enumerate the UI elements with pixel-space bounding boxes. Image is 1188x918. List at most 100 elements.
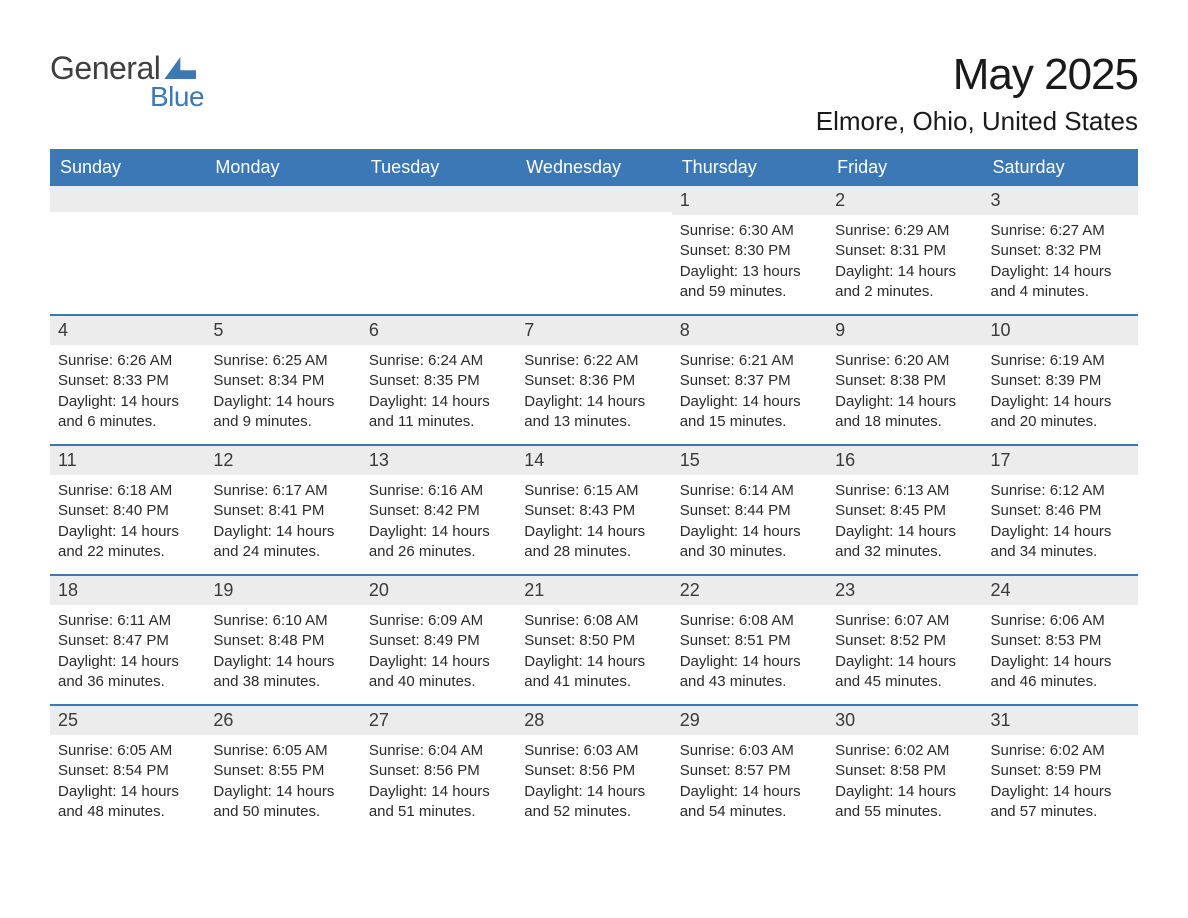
calendar-day: 18Sunrise: 6:11 AMSunset: 8:47 PMDayligh…: [50, 576, 205, 704]
day-details: Sunrise: 6:12 AMSunset: 8:46 PMDaylight:…: [983, 475, 1138, 570]
sunrise-text: Sunrise: 6:08 AM: [680, 611, 819, 631]
calendar-day: 11Sunrise: 6:18 AMSunset: 8:40 PMDayligh…: [50, 446, 205, 574]
daylight-text: Daylight: 13 hours and 59 minutes.: [680, 262, 819, 303]
day-number: 2: [827, 186, 982, 215]
weekday-header: Sunday: [50, 149, 205, 186]
daylight-text: Daylight: 14 hours and 38 minutes.: [213, 652, 352, 693]
day-details: Sunrise: 6:03 AMSunset: 8:56 PMDaylight:…: [516, 735, 671, 830]
day-number: 22: [672, 576, 827, 605]
day-number: [50, 186, 205, 212]
sunrise-text: Sunrise: 6:05 AM: [58, 741, 197, 761]
calendar-day: 27Sunrise: 6:04 AMSunset: 8:56 PMDayligh…: [361, 706, 516, 834]
weekday-header-row: SundayMondayTuesdayWednesdayThursdayFrid…: [50, 149, 1138, 186]
daylight-text: Daylight: 14 hours and 4 minutes.: [991, 262, 1130, 303]
calendar-day: 5Sunrise: 6:25 AMSunset: 8:34 PMDaylight…: [205, 316, 360, 444]
daylight-text: Daylight: 14 hours and 46 minutes.: [991, 652, 1130, 693]
daylight-text: Daylight: 14 hours and 15 minutes.: [680, 392, 819, 433]
day-details: Sunrise: 6:30 AMSunset: 8:30 PMDaylight:…: [672, 215, 827, 310]
sunset-text: Sunset: 8:57 PM: [680, 761, 819, 781]
day-details: Sunrise: 6:19 AMSunset: 8:39 PMDaylight:…: [983, 345, 1138, 440]
day-details: Sunrise: 6:05 AMSunset: 8:55 PMDaylight:…: [205, 735, 360, 830]
sunrise-text: Sunrise: 6:14 AM: [680, 481, 819, 501]
calendar-day: 31Sunrise: 6:02 AMSunset: 8:59 PMDayligh…: [983, 706, 1138, 834]
sunrise-text: Sunrise: 6:29 AM: [835, 221, 974, 241]
calendar-day: 28Sunrise: 6:03 AMSunset: 8:56 PMDayligh…: [516, 706, 671, 834]
daylight-text: Daylight: 14 hours and 24 minutes.: [213, 522, 352, 563]
sunrise-text: Sunrise: 6:04 AM: [369, 741, 508, 761]
daylight-text: Daylight: 14 hours and 55 minutes.: [835, 782, 974, 823]
day-number: [516, 186, 671, 212]
sail-icon: [164, 57, 196, 79]
day-number: 26: [205, 706, 360, 735]
weekday-header: Friday: [827, 149, 982, 186]
daylight-text: Daylight: 14 hours and 34 minutes.: [991, 522, 1130, 563]
daylight-text: Daylight: 14 hours and 52 minutes.: [524, 782, 663, 823]
sunrise-text: Sunrise: 6:18 AM: [58, 481, 197, 501]
day-details: Sunrise: 6:04 AMSunset: 8:56 PMDaylight:…: [361, 735, 516, 830]
day-details: Sunrise: 6:02 AMSunset: 8:59 PMDaylight:…: [983, 735, 1138, 830]
sunrise-text: Sunrise: 6:09 AM: [369, 611, 508, 631]
sunrise-text: Sunrise: 6:03 AM: [680, 741, 819, 761]
sunrise-text: Sunrise: 6:26 AM: [58, 351, 197, 371]
day-details: Sunrise: 6:03 AMSunset: 8:57 PMDaylight:…: [672, 735, 827, 830]
day-details: Sunrise: 6:21 AMSunset: 8:37 PMDaylight:…: [672, 345, 827, 440]
sunset-text: Sunset: 8:38 PM: [835, 371, 974, 391]
calendar-day: 1Sunrise: 6:30 AMSunset: 8:30 PMDaylight…: [672, 186, 827, 314]
sunset-text: Sunset: 8:56 PM: [369, 761, 508, 781]
daylight-text: Daylight: 14 hours and 57 minutes.: [991, 782, 1130, 823]
sunset-text: Sunset: 8:49 PM: [369, 631, 508, 651]
day-number: 10: [983, 316, 1138, 345]
day-number: 14: [516, 446, 671, 475]
daylight-text: Daylight: 14 hours and 43 minutes.: [680, 652, 819, 693]
daylight-text: Daylight: 14 hours and 20 minutes.: [991, 392, 1130, 433]
weekday-header: Saturday: [983, 149, 1138, 186]
calendar-day: 26Sunrise: 6:05 AMSunset: 8:55 PMDayligh…: [205, 706, 360, 834]
day-details: Sunrise: 6:13 AMSunset: 8:45 PMDaylight:…: [827, 475, 982, 570]
day-details: Sunrise: 6:15 AMSunset: 8:43 PMDaylight:…: [516, 475, 671, 570]
sunset-text: Sunset: 8:48 PM: [213, 631, 352, 651]
sunrise-text: Sunrise: 6:15 AM: [524, 481, 663, 501]
calendar-day-empty: [516, 186, 671, 314]
day-details: Sunrise: 6:20 AMSunset: 8:38 PMDaylight:…: [827, 345, 982, 440]
sunrise-text: Sunrise: 6:05 AM: [213, 741, 352, 761]
day-number: [205, 186, 360, 212]
page-header: General Blue May 2025 Elmore, Ohio, Unit…: [50, 50, 1138, 137]
day-number: 31: [983, 706, 1138, 735]
weekday-header: Wednesday: [516, 149, 671, 186]
sunrise-text: Sunrise: 6:03 AM: [524, 741, 663, 761]
daylight-text: Daylight: 14 hours and 22 minutes.: [58, 522, 197, 563]
weekday-header: Tuesday: [361, 149, 516, 186]
calendar-day: 4Sunrise: 6:26 AMSunset: 8:33 PMDaylight…: [50, 316, 205, 444]
calendar-week: 18Sunrise: 6:11 AMSunset: 8:47 PMDayligh…: [50, 574, 1138, 704]
day-number: 4: [50, 316, 205, 345]
calendar-week: 4 Sunrise: 6:26 AMSunset: 8:33 PM Daylight…: [50, 314, 1138, 444]
calendar-grid: SundayMondayTuesdayWednesdayThursdayFrid…: [50, 149, 1138, 834]
day-details: Sunrise: 6:24 AMSunset: 8:35 PMDaylight:…: [361, 345, 516, 440]
location-subtitle: Elmore, Ohio, United States: [816, 106, 1138, 137]
day-number: 16: [827, 446, 982, 475]
sunrise-text: Sunrise: 6:25 AM: [213, 351, 352, 371]
sunrise-text: Sunrise: 6:07 AM: [835, 611, 974, 631]
calendar-weeks: 1Sunrise: 6:30 AMSunset: 8:30 PMDaylight…: [50, 186, 1138, 834]
day-details: Sunrise: 6:25 AMSunset: 8:34 PMDaylight:…: [205, 345, 360, 440]
calendar-day: 17Sunrise: 6:12 AMSunset: 8:46 PMDayligh…: [983, 446, 1138, 574]
calendar-day: 23Sunrise: 6:07 AMSunset: 8:52 PMDayligh…: [827, 576, 982, 704]
sunrise-text: Sunrise: 6:02 AM: [991, 741, 1130, 761]
day-details: Sunrise: 6:18 AMSunset: 8:40 PMDaylight:…: [50, 475, 205, 570]
sunset-text: Sunset: 8:55 PM: [213, 761, 352, 781]
calendar-page: General Blue May 2025 Elmore, Ohio, Unit…: [0, 0, 1188, 864]
sunset-text: Sunset: 8:45 PM: [835, 501, 974, 521]
day-number: 23: [827, 576, 982, 605]
sunrise-text: Sunrise: 6:17 AM: [213, 481, 352, 501]
daylight-text: Daylight: 14 hours and 45 minutes.: [835, 652, 974, 693]
daylight-text: Daylight: 14 hours and 36 minutes.: [58, 652, 197, 693]
day-number: 11: [50, 446, 205, 475]
sunrise-text: Sunrise: 6:11 AM: [58, 611, 197, 631]
sunrise-text: Sunrise: 6:22 AM: [524, 351, 663, 371]
day-details: Sunrise: 6:08 AMSunset: 8:50 PMDaylight:…: [516, 605, 671, 700]
sunset-text: Sunset: 8:34 PM: [213, 371, 352, 391]
sunrise-text: Sunrise: 6:02 AM: [835, 741, 974, 761]
daylight-text: Daylight: 14 hours and 48 minutes.: [58, 782, 197, 823]
weekday-header: Monday: [205, 149, 360, 186]
sunset-text: Sunset: 8:33 PM: [58, 371, 197, 391]
